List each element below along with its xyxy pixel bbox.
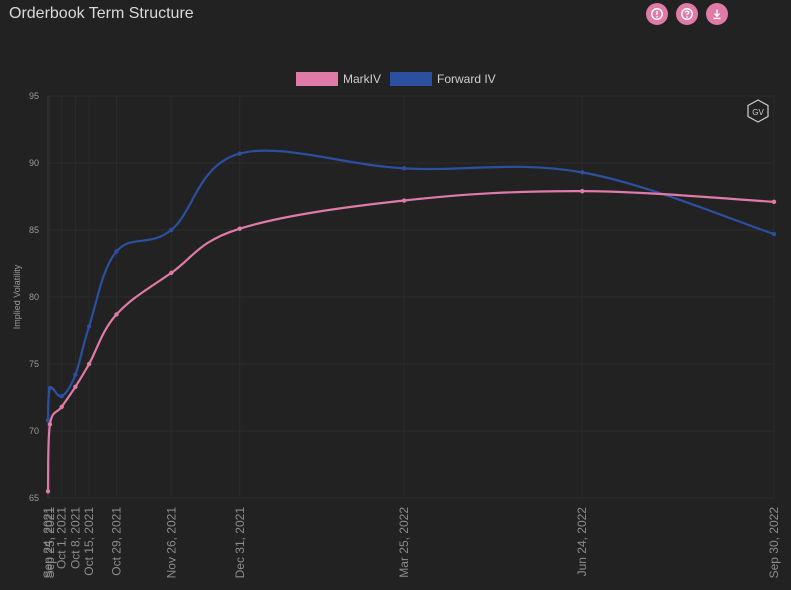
data-point-markiv <box>86 361 92 367</box>
x-tick-label: Oct 8, 2021 <box>68 507 82 569</box>
data-point-markiv <box>45 489 51 494</box>
series-line-forward-iv <box>46 149 775 421</box>
data-point-forward-iv <box>771 231 777 237</box>
y-tick-label: 90 <box>29 158 39 168</box>
x-tick-label: Jun 24, 2022 <box>575 507 589 577</box>
x-tick-label: Oct 15, 2021 <box>82 507 96 576</box>
help-icon <box>681 8 693 20</box>
page-title: Orderbook Term Structure <box>9 5 194 22</box>
data-point-markiv <box>59 404 64 410</box>
chart-grid <box>47 95 775 499</box>
data-point-markiv <box>401 198 407 203</box>
y-tick-label: 75 <box>29 359 39 369</box>
y-tick-label: 85 <box>29 225 39 235</box>
x-tick-label: Sep 24, 2021 <box>41 507 55 579</box>
y-tick-label: 70 <box>29 426 39 436</box>
data-point-markiv <box>169 270 174 276</box>
data-point-forward-iv <box>169 227 174 233</box>
data-point-forward-iv <box>47 385 53 391</box>
x-tick-label: Nov 26, 2021 <box>164 507 178 579</box>
data-point-markiv <box>47 422 53 427</box>
x-tick-label: Sep 30, 2022 <box>767 507 781 579</box>
x-tick-label: Oct 29, 2021 <box>109 507 123 576</box>
download-button[interactable] <box>706 3 728 25</box>
info-icon <box>651 8 663 20</box>
x-tick-label: Dec 31, 2021 <box>233 507 247 579</box>
data-point-forward-iv <box>580 170 585 175</box>
x-tick-label: Oct 1, 2021 <box>55 507 69 569</box>
x-tick-label: Sep 25, 2021 <box>43 507 57 579</box>
data-point-markiv <box>237 226 242 231</box>
legend-swatch-markiv[interactable] <box>296 72 338 86</box>
data-point-forward-iv <box>114 249 119 254</box>
data-point-forward-iv <box>401 166 407 171</box>
chart-legend: MarkIV Forward IV <box>296 72 496 86</box>
series-line-markiv <box>46 190 775 492</box>
info-button[interactable] <box>646 3 668 25</box>
data-point-forward-iv <box>45 418 51 423</box>
chart-series <box>45 149 777 494</box>
chart-toolbar <box>646 3 728 25</box>
legend-label-forward-iv[interactable]: Forward IV <box>437 72 496 86</box>
data-point-markiv <box>771 199 777 205</box>
legend-swatch-forward-iv[interactable] <box>390 72 432 86</box>
data-point-markiv <box>580 188 585 194</box>
data-point-forward-iv <box>73 372 78 377</box>
watermark-logo: GV <box>747 99 769 123</box>
download-icon <box>713 9 721 20</box>
data-point-markiv <box>73 384 78 389</box>
data-point-forward-iv <box>237 151 242 156</box>
data-point-forward-iv <box>59 393 64 399</box>
legend-label-markiv[interactable]: MarkIV <box>343 72 381 86</box>
y-tick-label: 95 <box>29 91 39 101</box>
x-tick-label: Mar 25, 2022 <box>397 507 411 578</box>
help-button[interactable] <box>676 3 698 25</box>
y-tick-label: 80 <box>29 292 39 302</box>
y-axis-label: Implied Volatility <box>12 264 22 329</box>
watermark-text: GV <box>752 108 764 117</box>
y-axis-ticks: 65 70 75 80 85 90 95 <box>29 91 39 503</box>
y-tick-label: 65 <box>29 493 39 503</box>
data-point-markiv <box>114 312 119 317</box>
data-point-forward-iv <box>86 324 92 329</box>
